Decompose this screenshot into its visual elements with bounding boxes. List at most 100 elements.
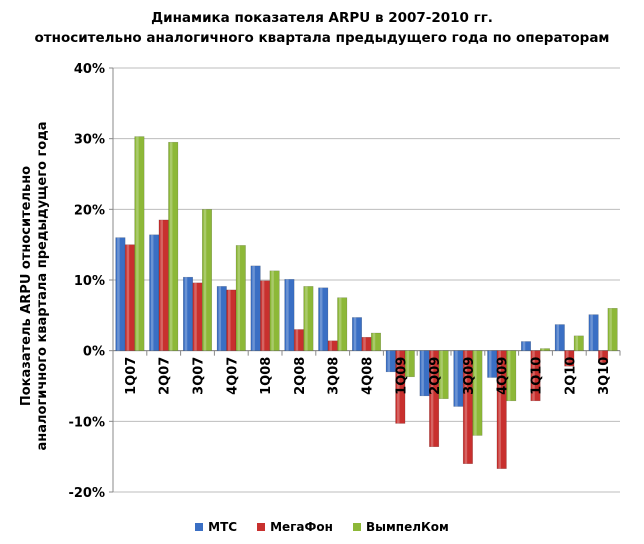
- bar-ВымпелКом: [134, 136, 145, 351]
- bar-ВымпелКом: [371, 332, 381, 351]
- bar-ВымпелКом: [506, 350, 517, 402]
- legend-item: ВымпелКом: [352, 520, 449, 534]
- legend-label: МегаФон: [270, 520, 333, 534]
- bar-highlight: [150, 234, 154, 351]
- bar-МегаФон: [192, 282, 203, 351]
- y-tick-label: -10%: [68, 415, 105, 430]
- bar-highlight: [464, 350, 468, 464]
- bar-highlight: [532, 350, 535, 401]
- bar-highlight: [421, 350, 424, 396]
- bar-highlight: [440, 350, 443, 399]
- bar-ВымпелКом: [404, 350, 415, 378]
- bar-ВымпелКом: [202, 209, 212, 351]
- bar-highlight: [353, 317, 357, 351]
- x-tick-label: 1Q10: [530, 357, 545, 395]
- bar-ВымпелКом: [438, 350, 449, 399]
- y-tick-label: 10%: [74, 274, 105, 289]
- bar-highlight: [387, 350, 391, 372]
- bar-МТС: [554, 324, 565, 351]
- x-tick-label: 3Q09: [462, 357, 477, 395]
- chart-subtitle: относительно аналогичного квартала преды…: [34, 30, 610, 46]
- legend-label: ВымпелКом: [365, 520, 449, 534]
- bar-МегаФон: [361, 336, 372, 351]
- bar-МТС: [588, 314, 599, 351]
- bar-highlight: [194, 282, 197, 351]
- bar-ВымпелКом: [168, 141, 179, 351]
- bar-highlight: [295, 329, 299, 351]
- bar-highlight: [522, 341, 526, 351]
- bar-МТС: [250, 265, 261, 351]
- bar-ВымпелКом: [235, 245, 246, 351]
- bar-МегаФон: [496, 350, 507, 469]
- x-tick-label: 3Q07: [192, 357, 207, 395]
- legend-item: МТС: [195, 520, 237, 534]
- bar-highlight: [609, 308, 612, 351]
- bar-highlight: [599, 350, 603, 363]
- bar-highlight: [474, 350, 477, 436]
- bar-highlight: [397, 350, 400, 424]
- bar-ВымпелКом: [269, 270, 280, 351]
- bar-highlight: [169, 142, 173, 351]
- y-tick-label: -20%: [68, 486, 105, 501]
- bar-highlight: [338, 297, 342, 351]
- chart-title: Динамика показателя ARPU в 2007-2010 гг.: [151, 10, 493, 26]
- bar-МТС: [352, 317, 362, 351]
- x-tick-label: 1Q08: [259, 357, 274, 395]
- bar-ВымпелКом: [337, 297, 348, 351]
- bar-МегаФон: [564, 350, 575, 367]
- bar-highlight: [218, 286, 222, 351]
- bar-highlight: [184, 277, 188, 351]
- bar-highlight: [372, 333, 376, 351]
- bar-highlight: [319, 287, 323, 351]
- bar-ВымпелКом: [573, 335, 584, 351]
- bar-highlight: [556, 324, 560, 351]
- bar-ВымпелКом: [540, 348, 550, 351]
- bar-highlight: [261, 280, 265, 351]
- bar-highlight: [566, 350, 569, 367]
- x-tick-label: 4Q08: [361, 357, 376, 395]
- bar-highlight: [575, 335, 579, 351]
- legend-swatch: [352, 523, 361, 531]
- bar-МТС: [216, 286, 227, 351]
- bar-highlight: [228, 289, 231, 351]
- legend-swatch: [195, 523, 204, 531]
- bar-highlight: [488, 350, 492, 378]
- bar-highlight: [126, 244, 130, 351]
- bar-МегаФон: [598, 350, 609, 363]
- bar-МТС: [521, 341, 531, 351]
- bar-highlight: [430, 350, 434, 447]
- bar-МегаФон: [395, 350, 406, 424]
- bar-МегаФон: [530, 350, 541, 402]
- bar-МегаФон: [293, 329, 304, 351]
- y-tick-label: 0%: [83, 345, 105, 360]
- bar-ВымпелКом: [303, 286, 314, 351]
- y-tick-label: 30%: [74, 133, 105, 148]
- x-tick-label: 3Q10: [597, 357, 612, 395]
- bar-highlight: [237, 245, 241, 351]
- x-tick-label: 3Q08: [327, 357, 342, 395]
- bar-МТС: [149, 234, 160, 351]
- x-tick-label: 2Q08: [293, 357, 308, 395]
- bar-highlight: [305, 286, 308, 351]
- bar-highlight: [160, 219, 163, 351]
- bar-highlight: [498, 350, 501, 469]
- legend: МТС МегаФон ВымпелКом: [0, 520, 644, 534]
- x-tick-label: 4Q07: [225, 357, 240, 395]
- bar-МегаФон: [260, 280, 271, 351]
- x-tick-label: 1Q09: [394, 357, 409, 395]
- x-tick-label: 4Q09: [496, 357, 511, 395]
- bar-ВымпелКом: [472, 350, 483, 436]
- bar-ВымпелКом: [607, 308, 618, 351]
- bar-МегаФон: [226, 289, 237, 351]
- bar-МТС: [318, 287, 329, 351]
- y-tick-label: 40%: [74, 62, 105, 77]
- bar-МегаФон: [158, 219, 169, 351]
- bar-highlight: [507, 350, 511, 401]
- x-tick-label: 2Q09: [428, 357, 443, 395]
- bar-МегаФон: [327, 340, 338, 351]
- bar-highlight: [286, 279, 289, 351]
- bar-highlight: [406, 350, 410, 377]
- bar-МТС: [183, 276, 193, 351]
- x-tick-label: 2Q07: [158, 357, 173, 395]
